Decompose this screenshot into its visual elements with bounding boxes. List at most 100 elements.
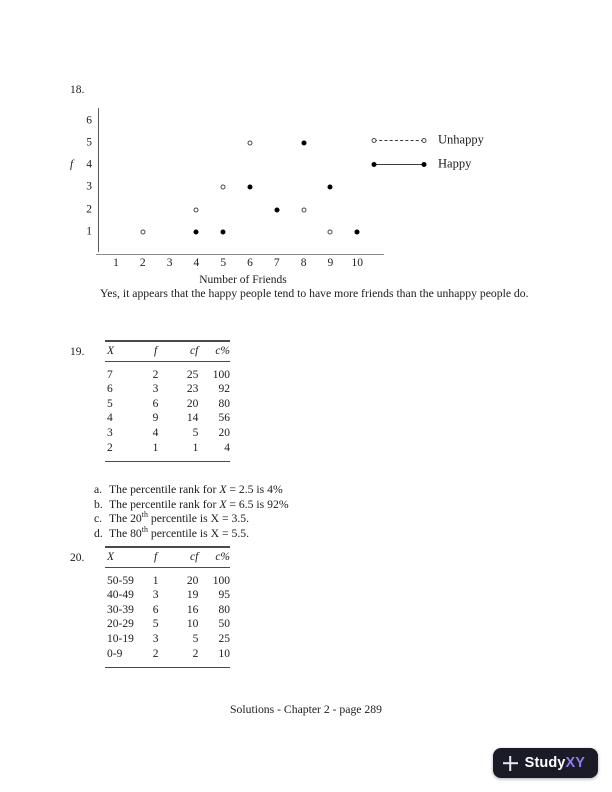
table-cell: 25 [218, 632, 231, 645]
table-cell: 20 [218, 426, 231, 439]
answer-letter: a. [94, 483, 103, 496]
column-header-cf: cf [190, 551, 199, 563]
answer-line-c: c. The 20th percentile is X = 3.5. [94, 511, 514, 527]
y-axis-name: f [70, 158, 74, 171]
x-tick-4: 4 [193, 257, 200, 269]
table-cell: 4 [152, 426, 159, 439]
answer-line-d: d. The 80th percentile is X = 5.5. [94, 525, 514, 542]
table-cell: 80 [218, 603, 231, 616]
x-tick-8: 8 [300, 257, 307, 269]
legend-item-happy: Happy [370, 152, 535, 176]
x-tick-6: 6 [247, 257, 253, 269]
table-cell: 16 [186, 603, 199, 616]
data-point-unhappy [193, 207, 199, 213]
table-cell: 2 [152, 368, 159, 381]
table-cell: 9 [152, 412, 159, 425]
table-cell: 6 [152, 603, 159, 616]
table-cell: 25 [186, 368, 199, 381]
x-tick-3: 3 [166, 257, 173, 269]
table-cell: 80 [218, 397, 231, 410]
answer-text: = 2.5 is 4% [226, 483, 283, 496]
x-tick-2: 2 [139, 257, 146, 269]
data-point-happy [193, 229, 199, 235]
table-cell: 20-29 [107, 618, 134, 631]
column-header-cpct: c% [215, 345, 230, 357]
table-cell: 2 [192, 647, 199, 660]
table-rule [105, 666, 230, 668]
legend-label-unhappy: Unhappy [438, 132, 484, 147]
watermark-label: StudyXY [525, 755, 585, 771]
studyxy-watermark: StudyXY [492, 748, 598, 778]
legend-marker-icon [371, 137, 377, 143]
table-row: 50-59 1 20 100 [105, 574, 230, 589]
table-row: 6 3 23 92 [105, 383, 230, 398]
table-cell: 20 [186, 574, 199, 587]
table-row: 10-19 3 5 25 [105, 632, 230, 647]
table-cell: 1 [192, 441, 199, 454]
legend-marker-icon [421, 137, 427, 143]
table-cell: 100 [212, 368, 230, 381]
y-tick-3: 3 [86, 180, 92, 193]
data-point-happy [247, 184, 253, 190]
legend-marker-icon [371, 161, 377, 167]
column-header-X: X [107, 551, 115, 563]
answer-letter: d. [94, 526, 103, 540]
legend-line-icon [374, 163, 424, 165]
data-point-unhappy [247, 140, 253, 146]
table-cell: 3 [107, 426, 113, 439]
table-cell: 5 [192, 426, 199, 439]
legend-sample-unhappy [370, 137, 428, 144]
column-header-f: f [153, 345, 158, 357]
x-tick-10: 10 [351, 257, 363, 269]
y-axis-line [98, 108, 99, 252]
table-cell: 2 [107, 441, 113, 454]
table-rule [105, 567, 230, 568]
table-cell: 5 [152, 618, 159, 631]
table-cell: 4 [224, 441, 230, 454]
table-cell: 95 [218, 589, 231, 602]
problem-19-number: 19. [70, 346, 85, 358]
watermark-text-accent: XY [565, 755, 585, 771]
answer-text: The percentile rank for [109, 483, 220, 496]
page-footer: Solutions - Chapter 2 - page 289 [230, 703, 382, 716]
data-point-happy [354, 229, 360, 235]
table-cell: 50 [218, 618, 231, 631]
table-row: 4 9 14 56 [105, 412, 230, 427]
table-cell: 6 [152, 397, 159, 410]
table-cell: 50-59 [107, 574, 134, 587]
answer-text: percentile is X = 3.5. [147, 512, 250, 526]
problem-18-number: 18. [70, 84, 85, 96]
answer-variable: X [219, 483, 227, 496]
plus-icon [503, 756, 518, 771]
table-row: 40-49 3 19 95 [105, 589, 230, 604]
table-cell: 19 [186, 589, 199, 602]
table-rule [105, 361, 230, 362]
table-cell: 6 [107, 383, 113, 396]
table-cell: 3 [152, 632, 159, 645]
table-cell: 40-49 [107, 589, 134, 602]
x-tick-9: 9 [327, 257, 334, 269]
legend-item-unhappy: Unhappy [370, 128, 535, 152]
table-cell: 20 [186, 397, 199, 410]
data-point-unhappy [301, 207, 307, 213]
answer-letter: b. [94, 497, 103, 511]
y-tick-6: 6 [86, 113, 92, 126]
data-point-unhappy [220, 184, 226, 190]
table-cell: 3 [152, 383, 159, 396]
column-header-X: X [107, 345, 115, 357]
y-tick-4: 4 [86, 158, 92, 171]
answer-variable: X [219, 497, 227, 511]
table-row: 5 6 20 80 [105, 397, 230, 412]
table-row: 0-9 2 2 10 [105, 647, 230, 662]
answer-text: = 6.5 is 92% [226, 497, 289, 511]
plot-area: 6 5 4 3 2 1 f 1 2 3 4 5 6 7 8 9 10 Number of Friends [70, 104, 398, 286]
problem-18-answer-text: Yes, it appears that the happy people te… [100, 287, 529, 300]
table-cell: 92 [218, 383, 231, 396]
watermark-text-primary: Study [524, 755, 566, 771]
table-row: 3 4 5 20 [105, 426, 230, 441]
answer-text: The 20 [109, 512, 142, 526]
